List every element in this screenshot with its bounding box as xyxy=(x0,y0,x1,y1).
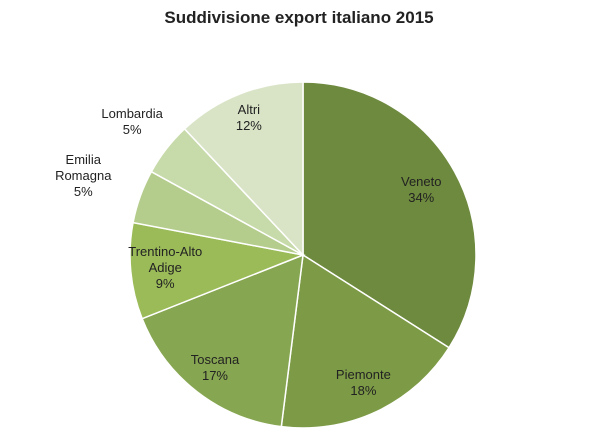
pie-slice xyxy=(141,253,304,428)
category-label: Piemonte xyxy=(335,367,391,383)
value-label: 18% xyxy=(350,383,377,399)
value-label: 9% xyxy=(155,276,175,292)
category-label: Veneto xyxy=(400,173,442,189)
slice-label: Emilia Romagna 5% xyxy=(28,152,138,200)
value-label: 17% xyxy=(201,368,228,384)
pie-slice xyxy=(280,253,451,429)
pie-slice xyxy=(183,81,304,257)
pie-slice xyxy=(302,81,477,349)
slice-label: Piemonte 18% xyxy=(308,367,418,399)
value-label: 5% xyxy=(122,122,142,138)
slice-label: Lombardia 5% xyxy=(77,106,187,138)
category-label: Emilia Romagna xyxy=(55,151,112,183)
slice-label: Veneto 34% xyxy=(366,174,476,206)
pie-slice xyxy=(129,221,306,320)
category-label: Altri xyxy=(237,102,261,118)
value-label: 34% xyxy=(408,189,435,205)
value-label: 12% xyxy=(235,118,262,134)
category-label: Toscana xyxy=(190,352,240,368)
chart-title: Suddivisione export italiano 2015 xyxy=(164,8,434,27)
category-label: Trentino-Alto Adige xyxy=(128,244,203,276)
value-label: 5% xyxy=(73,183,93,199)
slice-label: Altri 12% xyxy=(194,102,304,134)
slice-label: Toscana 17% xyxy=(160,352,270,384)
slice-label: Trentino-Alto Adige 9% xyxy=(110,244,220,292)
category-label: Lombardia xyxy=(101,106,163,122)
